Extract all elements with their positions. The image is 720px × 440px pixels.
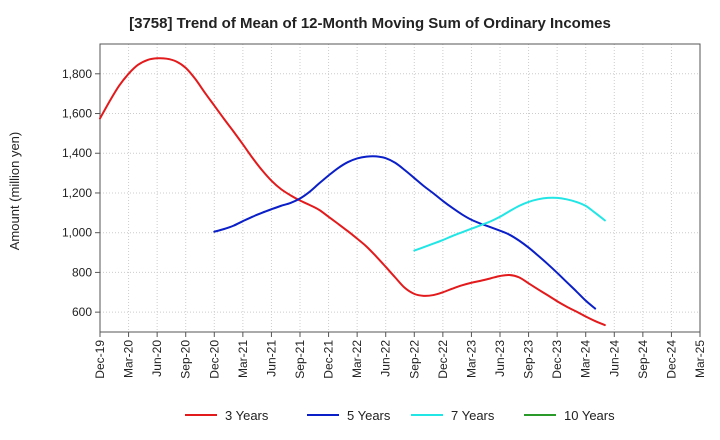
y-tick-label: 1,000 <box>62 226 92 240</box>
x-tick-label: Dec-20 <box>207 340 221 379</box>
x-tick-label: Dec-19 <box>93 340 107 379</box>
x-tick-label: Sep-20 <box>179 340 193 379</box>
x-tick-label: Mar-22 <box>350 340 364 378</box>
x-tick-label: Jun-20 <box>150 340 164 377</box>
x-tick-label: Mar-24 <box>579 340 593 378</box>
x-axis-ticks: Dec-19 Mar-20 Jun-20 Sep-20 Dec-20 Mar-21 Jun-… <box>93 332 707 379</box>
x-tick-label: Mar-25 <box>693 340 707 378</box>
y-axis-ticks: 600 800 1,000 1,200 1,400 1,600 1,800 <box>62 67 100 319</box>
x-tick-label: Jun-24 <box>607 340 621 377</box>
x-tick-label: Jun-21 <box>264 340 278 377</box>
series-line-5-years <box>213 155 597 310</box>
series-lines <box>99 57 606 327</box>
y-tick-label: 1,200 <box>62 186 92 200</box>
series-line-7-years <box>413 196 606 252</box>
x-tick-label: Dec-22 <box>436 340 450 379</box>
x-tick-label: Dec-24 <box>664 340 678 379</box>
x-tick-label: Mar-20 <box>122 340 136 378</box>
gridlines <box>100 44 700 332</box>
y-axis-label: Amount (million yen) <box>7 132 22 251</box>
y-tick-label: 1,800 <box>62 67 92 81</box>
x-tick-label: Jun-22 <box>379 340 393 377</box>
legend: 3 Years 5 Years 7 Years 10 Years <box>185 408 615 423</box>
y-tick-label: 600 <box>72 305 92 319</box>
legend-label-5-years: 5 Years <box>347 408 391 423</box>
x-tick-label: Dec-23 <box>550 340 564 379</box>
x-tick-label: Sep-21 <box>293 340 307 379</box>
y-tick-label: 1,600 <box>62 107 92 121</box>
x-tick-label: Sep-24 <box>636 340 650 379</box>
x-tick-label: Jun-23 <box>493 340 507 377</box>
x-tick-label: Dec-21 <box>322 340 336 379</box>
plot-area-frame <box>99 43 701 333</box>
x-tick-label: Mar-23 <box>464 340 478 378</box>
x-tick-label: Mar-21 <box>236 340 250 378</box>
legend-label-7-years: 7 Years <box>451 408 495 423</box>
x-tick-label: Sep-22 <box>407 340 421 379</box>
chart-title: [3758] Trend of Mean of 12-Month Moving … <box>129 15 611 32</box>
legend-label-10-years: 10 Years <box>564 408 615 423</box>
legend-label-3-years: 3 Years <box>225 408 269 423</box>
series-line-3-years <box>99 57 606 327</box>
y-tick-label: 800 <box>72 265 92 279</box>
x-tick-label: Sep-23 <box>522 340 536 379</box>
y-tick-label: 1,400 <box>62 146 92 160</box>
